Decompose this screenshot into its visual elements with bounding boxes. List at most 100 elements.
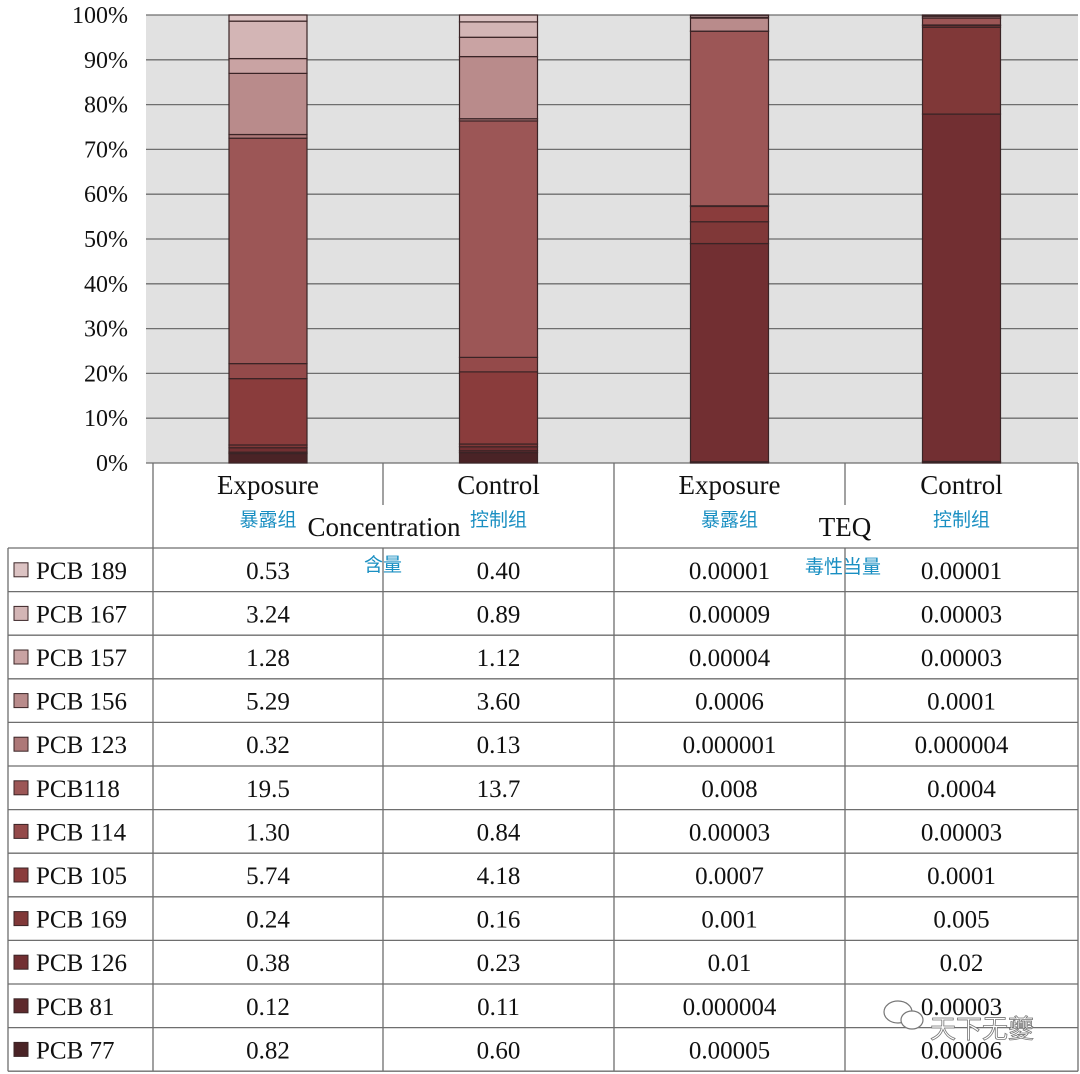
y-tick-label: 70%	[84, 137, 128, 163]
table-cell-value: 1.28	[246, 645, 290, 672]
legend-swatch	[13, 780, 29, 796]
table-cell-value: 0.60	[477, 1037, 521, 1064]
table-cell-value: 4.18	[477, 863, 521, 890]
bar-segment	[228, 362, 308, 380]
category-label-cn: 控制组	[470, 509, 527, 531]
y-tick-label: 30%	[84, 317, 128, 343]
table-cell-value: 0.00005	[689, 1037, 770, 1064]
legend-series-name: PCB 114	[36, 819, 127, 846]
legend-swatch	[13, 693, 29, 709]
y-tick-label: 40%	[84, 272, 128, 298]
y-tick-label: 100%	[72, 3, 128, 29]
legend-swatch	[13, 736, 29, 752]
category-label-cn: 控制组	[933, 509, 990, 531]
watermark-text: 天下无夔	[930, 1015, 1034, 1045]
legend-series-name: PCB 126	[36, 950, 127, 977]
table-cell-value: 0.005	[933, 907, 989, 934]
legend-series-name: PCB 81	[36, 994, 115, 1021]
y-tick-label: 90%	[84, 48, 128, 74]
table-cell-value: 5.29	[246, 689, 290, 716]
legend-series-name: PCB 77	[36, 1037, 115, 1064]
table-cell-value: 0.0004	[927, 776, 996, 803]
table-cell-value: 3.60	[477, 689, 521, 716]
table-cell-value: 0.12	[246, 994, 290, 1021]
legend-swatch	[13, 823, 29, 839]
bar-segment	[228, 57, 308, 74]
bar-segment	[458, 36, 539, 58]
legend-series-name: PCB 157	[36, 645, 127, 672]
category-label: Control	[457, 470, 540, 500]
table-cell-value: 0.0001	[927, 863, 996, 890]
data-table	[7, 463, 1079, 1072]
table-cell-value: 0.000004	[683, 994, 777, 1021]
legend-series-name: PCB 189	[36, 558, 127, 585]
category-label: Control	[920, 470, 1003, 500]
bar-segment	[458, 356, 539, 373]
bar-segment	[689, 17, 770, 32]
legend-series-name: PCB 123	[36, 732, 127, 759]
bar-segment	[921, 17, 1002, 26]
table-cell-value: 0.000004	[915, 732, 1009, 759]
bar-segment	[689, 30, 770, 207]
table-cell-value: 0.00003	[921, 601, 1002, 628]
legend-swatch	[13, 911, 29, 927]
table-cell-value: 0.0001	[927, 689, 996, 716]
bar-segment	[228, 447, 308, 453]
category-label: Exposure	[679, 470, 781, 500]
wechat-icon	[883, 1000, 924, 1030]
table-cell-value: 0.01	[708, 950, 752, 977]
table-cell-value: 0.38	[246, 950, 290, 977]
group-label: Concentration	[308, 512, 461, 542]
bar-segment	[921, 26, 1002, 115]
category-headers: Exposure 暴露组 Control 控制组 Exposure 暴露组 Control 控…	[217, 470, 1003, 578]
legend-swatch	[13, 998, 29, 1014]
legend-table: PCB 189 0.53 0.40 0.00001 0.00001 PCB 167 3.24…	[13, 558, 1009, 1064]
bar-segment	[458, 21, 539, 38]
bars	[228, 14, 1002, 464]
y-tick-label: 0%	[96, 451, 128, 477]
bar-segment	[458, 371, 539, 445]
table-cell-value: 0.00009	[689, 601, 770, 628]
bar-segment	[458, 55, 539, 120]
group-label: TEQ	[819, 512, 872, 542]
table-cell-value: 0.16	[477, 907, 521, 934]
table-cell-value: 0.02	[940, 950, 984, 977]
table-cell-value: 0.40	[477, 558, 521, 585]
table-cell-value: 0.00001	[921, 558, 1002, 585]
bar-segment	[228, 378, 308, 446]
table-cell-value: 0.00003	[689, 819, 770, 846]
table-cell-value: 0.82	[246, 1037, 290, 1064]
bar-segment	[228, 452, 308, 464]
y-tick-label: 80%	[84, 93, 128, 119]
table-cell-value: 0.24	[246, 907, 290, 934]
group-label-cn: 毒性当量	[805, 556, 881, 578]
table-cell-value: 0.53	[246, 558, 290, 585]
bar-segment	[228, 72, 308, 136]
table-cell-value: 0.000001	[683, 732, 777, 759]
table-cell-value: 0.00003	[921, 645, 1002, 672]
bar-segment	[228, 137, 308, 365]
table-cell-value: 3.24	[246, 601, 290, 628]
y-tick-label: 60%	[84, 182, 128, 208]
legend-series-name: PCB118	[36, 776, 120, 803]
table-cell-value: 0.00003	[921, 819, 1002, 846]
table-cell-value: 0.13	[477, 732, 521, 759]
legend-series-name: PCB 167	[36, 601, 127, 628]
bar-segment	[921, 113, 1002, 463]
bar-segment	[458, 452, 539, 464]
legend-series-name: PCB 169	[36, 907, 127, 934]
bar-segment	[458, 120, 539, 358]
legend-swatch	[13, 1041, 29, 1057]
legend-swatch	[13, 867, 29, 883]
table-cell-value: 0.23	[477, 950, 521, 977]
legend-series-name: PCB 105	[36, 863, 127, 890]
table-cell-value: 0.008	[701, 776, 757, 803]
table-cell-value: 0.0007	[695, 863, 764, 890]
category-label: Exposure	[217, 470, 319, 500]
table-cell-value: 0.0006	[695, 689, 764, 716]
y-tick-label: 10%	[84, 406, 128, 432]
y-tick-label: 20%	[84, 361, 128, 387]
table-cell-value: 0.00006	[921, 1037, 1002, 1064]
y-tick-label: 50%	[84, 227, 128, 253]
